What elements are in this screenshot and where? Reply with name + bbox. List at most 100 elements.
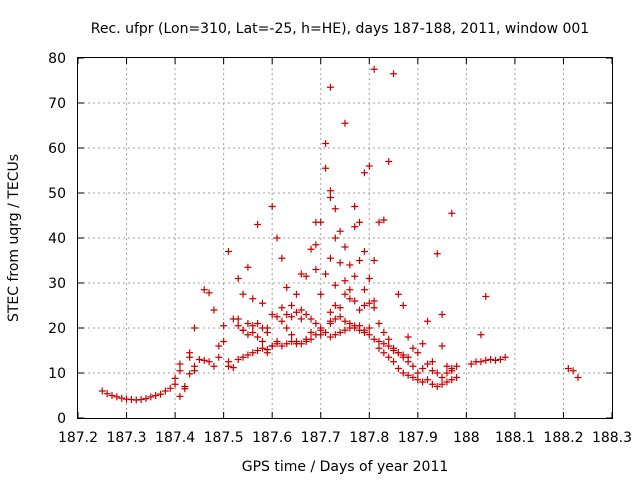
data-point (351, 272, 359, 280)
data-point (448, 376, 456, 384)
y-tick-label: 0 (57, 411, 66, 427)
data-point (220, 338, 228, 345)
data-point (176, 360, 184, 368)
data-point (336, 259, 344, 267)
y-tick-label: 70 (48, 96, 66, 112)
data-point (385, 342, 393, 350)
data-point (322, 329, 330, 336)
data-point (258, 338, 266, 345)
data-point (394, 365, 402, 372)
data-point (234, 322, 242, 330)
data-point (200, 286, 208, 294)
data-point (370, 335, 378, 343)
data-point (239, 353, 247, 361)
data-point (205, 289, 213, 297)
data-point (234, 275, 242, 282)
data-point (249, 295, 257, 303)
data-point (341, 290, 349, 298)
data-point (380, 329, 388, 336)
data-point (453, 374, 461, 381)
data-point (297, 340, 305, 348)
data-point (249, 349, 257, 357)
data-point (278, 304, 286, 312)
data-point (254, 221, 262, 228)
data-point (157, 390, 165, 398)
data-point (467, 360, 475, 368)
data-point (438, 342, 446, 350)
x-tick-label: 187.7 (301, 430, 341, 446)
data-point (370, 304, 378, 312)
data-point (229, 364, 237, 372)
data-point (414, 369, 422, 377)
data-point (346, 286, 354, 294)
data-point (249, 329, 257, 336)
data-point (346, 261, 354, 269)
data-point (224, 358, 232, 366)
data-point (283, 284, 291, 291)
data-point (487, 356, 495, 363)
data-point (414, 349, 422, 357)
data-point (390, 347, 398, 354)
data-point (375, 344, 383, 352)
data-point (249, 322, 257, 330)
data-point (351, 297, 359, 305)
data-point (224, 248, 232, 255)
data-point (292, 308, 300, 316)
data-point (278, 342, 286, 350)
data-point (331, 281, 339, 289)
data-point (351, 324, 359, 332)
data-point (419, 378, 427, 386)
data-point (181, 385, 189, 393)
data-point (424, 376, 432, 384)
data-point (409, 374, 417, 381)
data-point (108, 392, 116, 399)
chart-title: Rec. ufpr (Lon=310, Lat=-25, h=HE), days… (91, 21, 589, 37)
data-point (370, 257, 378, 264)
data-point (501, 353, 509, 361)
data-point (428, 380, 436, 388)
data-point (564, 365, 572, 372)
data-point (103, 390, 111, 398)
data-point (360, 302, 368, 309)
data-point (404, 333, 412, 341)
data-point (365, 299, 373, 307)
data-point (331, 302, 339, 309)
data-point (326, 194, 334, 201)
data-point (448, 209, 456, 217)
y-axis-label: STEC from uqrg / TECUs (6, 154, 22, 322)
data-point (380, 349, 388, 357)
x-tick-label: 187.6 (252, 430, 292, 446)
plot-frame (77, 57, 613, 419)
data-point (438, 374, 446, 381)
data-point (351, 223, 359, 231)
data-point (385, 353, 393, 361)
data-point (331, 315, 339, 323)
x-tick-label: 188.2 (543, 430, 583, 446)
data-point (326, 308, 334, 316)
data-point (268, 203, 276, 210)
x-tick-label: 187.4 (155, 430, 195, 446)
data-point (424, 317, 432, 325)
data-point (283, 340, 291, 348)
data-point (390, 70, 398, 78)
data-point (375, 338, 383, 345)
data-point (360, 248, 368, 255)
data-point (297, 270, 305, 278)
data-point (292, 290, 300, 298)
data-point (433, 383, 441, 390)
data-point (404, 353, 412, 361)
data-point (302, 272, 310, 280)
data-point (113, 393, 121, 401)
x-tick-label: 187.5 (204, 430, 244, 446)
data-point (385, 158, 393, 165)
data-point (326, 187, 334, 195)
data-point (288, 302, 296, 309)
data-point (254, 333, 262, 341)
data-point (147, 393, 155, 401)
data-point (288, 331, 296, 339)
data-point (438, 311, 446, 318)
data-point (263, 329, 271, 336)
data-point (341, 326, 349, 334)
data-point (322, 164, 330, 172)
data-point (482, 356, 490, 364)
